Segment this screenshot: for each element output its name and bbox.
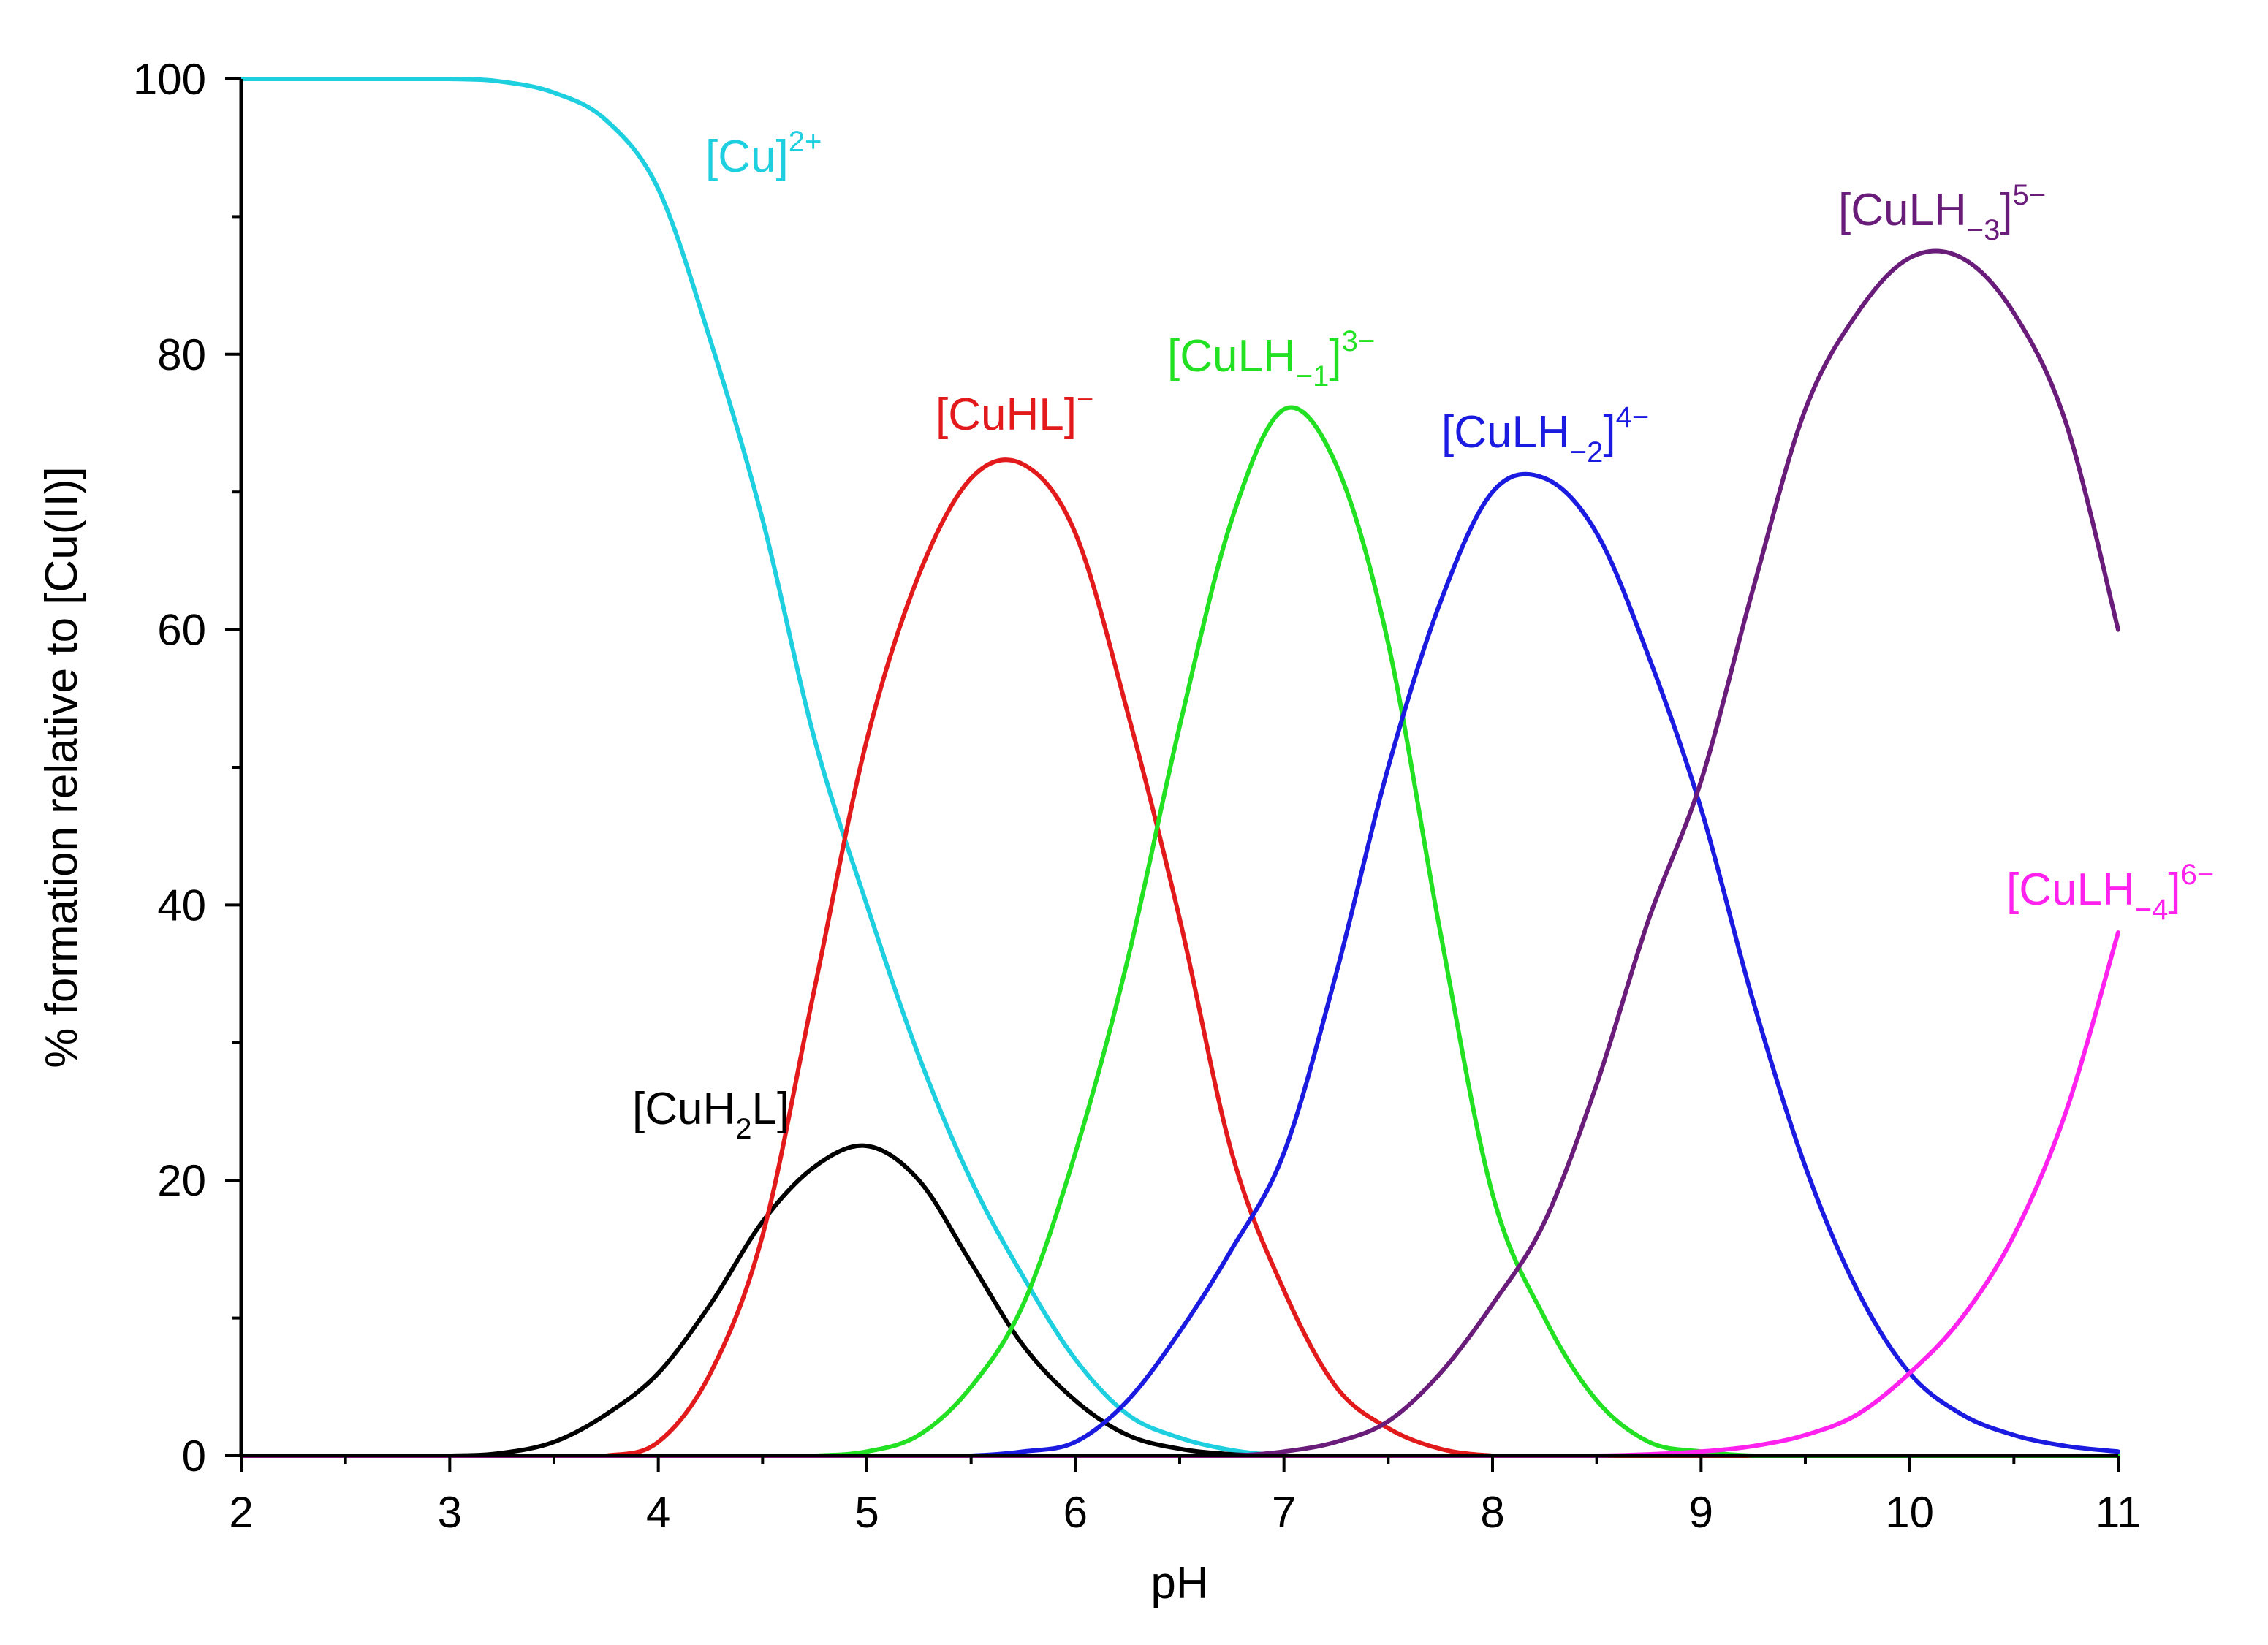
ticks: 2 3 4 5 6 7 8 9 10 11 0 20 40 60 80 100 [133, 55, 2141, 1537]
x-axis-title: pH [1150, 1558, 1208, 1608]
y-tick-label: 100 [133, 55, 206, 104]
y-axis-title: % formation relative to [Cu(II)] [37, 466, 87, 1068]
label-base: [CuLH [2006, 865, 2135, 915]
label-after: ] [1329, 331, 1341, 381]
label-superscript: 6− [2181, 859, 2215, 891]
x-tick-label: 10 [1885, 1488, 1934, 1537]
label-subscript: 2 [735, 1113, 751, 1145]
series-label: [CuLH−4]6− [2006, 859, 2214, 926]
series-label: [CuLH−3]5− [1838, 179, 2046, 246]
y-tick-label: 0 [182, 1432, 206, 1481]
label-subscript: −1 [1296, 360, 1330, 392]
x-tick-label: 8 [1480, 1488, 1504, 1537]
label-subscript: −2 [1570, 436, 1604, 468]
series-line--culh-4-6 [239, 930, 2120, 1459]
label-superscript: 5− [2013, 179, 2047, 211]
x-tick-label: 2 [229, 1488, 253, 1537]
series-label: [CuLH−1]3− [1167, 325, 1375, 392]
series-label: [CuLH−2]4− [1441, 401, 1649, 468]
x-tick-label: 3 [438, 1488, 462, 1537]
series-line--culh-1-3 [239, 405, 2120, 1459]
label-base: [CuH [632, 1084, 735, 1134]
y-tick-label: 60 [157, 606, 206, 655]
label-after: ] [2000, 185, 2012, 235]
label-subscript: −4 [2135, 894, 2169, 926]
label-base: [Cu] [705, 132, 789, 182]
series-line--cuh2l [239, 1143, 2120, 1459]
x-tick-label: 5 [854, 1488, 879, 1537]
label-superscript: 4− [1616, 401, 1650, 433]
series-line--culh-2-4 [239, 471, 2120, 1459]
label-subscript: −3 [1967, 214, 2000, 246]
series-layer [239, 76, 2120, 1459]
series-line--cuhl [239, 457, 2120, 1459]
series-labels: [Cu]2+[CuH2L][CuHL]−[CuLH−1]3−[CuLH−2]4−… [632, 126, 2214, 1145]
label-after: ] [2168, 865, 2180, 915]
label-base: [CuHL] [936, 390, 1077, 440]
x-tick-label: 9 [1689, 1488, 1713, 1537]
label-base: [CuLH [1838, 185, 1967, 235]
series-line--culh-3-5 [239, 248, 2120, 1459]
series-label: [CuHL]− [936, 384, 1093, 440]
y-tick-label: 40 [157, 881, 206, 930]
label-after: ] [1603, 407, 1615, 457]
x-tick-label: 4 [646, 1488, 670, 1537]
label-superscript: 2+ [789, 126, 822, 158]
label-base: [CuLH [1167, 331, 1296, 381]
y-tick-label: 80 [157, 330, 206, 379]
label-base: [CuLH [1441, 407, 1570, 457]
x-tick-label: 6 [1063, 1488, 1088, 1537]
label-superscript: − [1077, 384, 1093, 416]
series-label: [Cu]2+ [705, 126, 822, 182]
series-label: [CuH2L] [632, 1084, 789, 1145]
label-superscript: 3− [1342, 325, 1376, 357]
x-tick-label: 7 [1272, 1488, 1296, 1537]
x-tick-label: 11 [2096, 1488, 2141, 1537]
y-tick-label: 20 [157, 1156, 206, 1205]
label-after: L] [752, 1084, 790, 1134]
